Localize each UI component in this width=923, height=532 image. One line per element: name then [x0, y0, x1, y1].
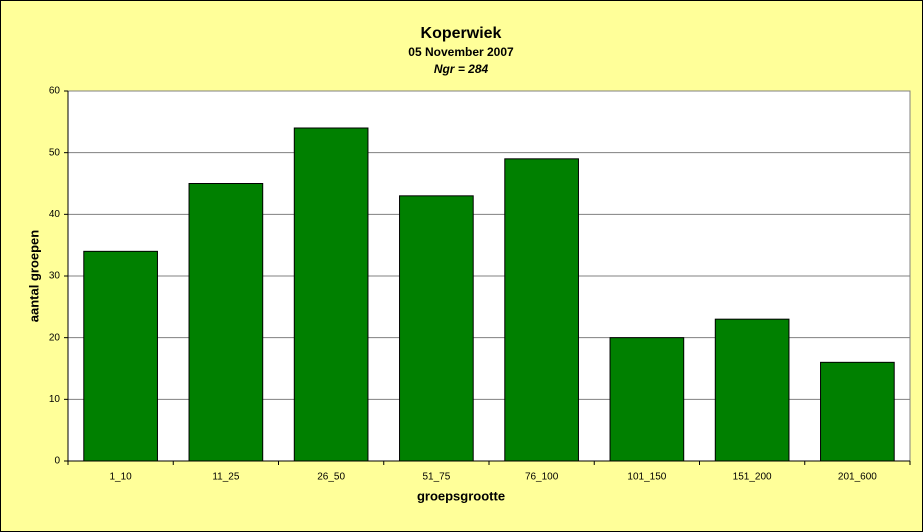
bar — [83, 250, 158, 462]
bar — [714, 318, 790, 462]
x-axis-label: groepsgrootte — [417, 488, 505, 503]
chart-subtitle: 05 November 2007 — [408, 45, 514, 59]
x-tick-label: 76_100 — [525, 472, 559, 483]
x-tick-label: 151_200 — [733, 472, 772, 483]
y-axis-label: aantal groepen — [26, 230, 41, 323]
y-tick-label: 40 — [49, 209, 61, 220]
y-tick-label: 50 — [49, 147, 61, 158]
bar — [609, 337, 685, 462]
y-tick-label: 60 — [49, 86, 61, 97]
chart-title: Koperwiek — [421, 25, 502, 42]
y-tick-label: 0 — [54, 456, 60, 467]
x-tick-label: 26_50 — [317, 472, 345, 483]
x-tick-label: 1_10 — [110, 472, 133, 483]
bar — [820, 361, 895, 462]
bar — [188, 183, 264, 462]
x-tick-label: 51_75 — [422, 472, 450, 483]
x-tick-label: 101_150 — [627, 472, 666, 483]
y-tick-label: 10 — [49, 394, 61, 405]
x-tick-label: 201_600 — [838, 472, 877, 483]
y-tick-label: 20 — [49, 332, 61, 343]
bar — [399, 195, 474, 462]
chart-note: Ngr = 284 — [434, 62, 489, 76]
x-tick-label: 11_25 — [212, 472, 240, 483]
y-tick-label: 30 — [49, 271, 61, 282]
bar — [504, 158, 579, 462]
bar — [293, 127, 369, 462]
